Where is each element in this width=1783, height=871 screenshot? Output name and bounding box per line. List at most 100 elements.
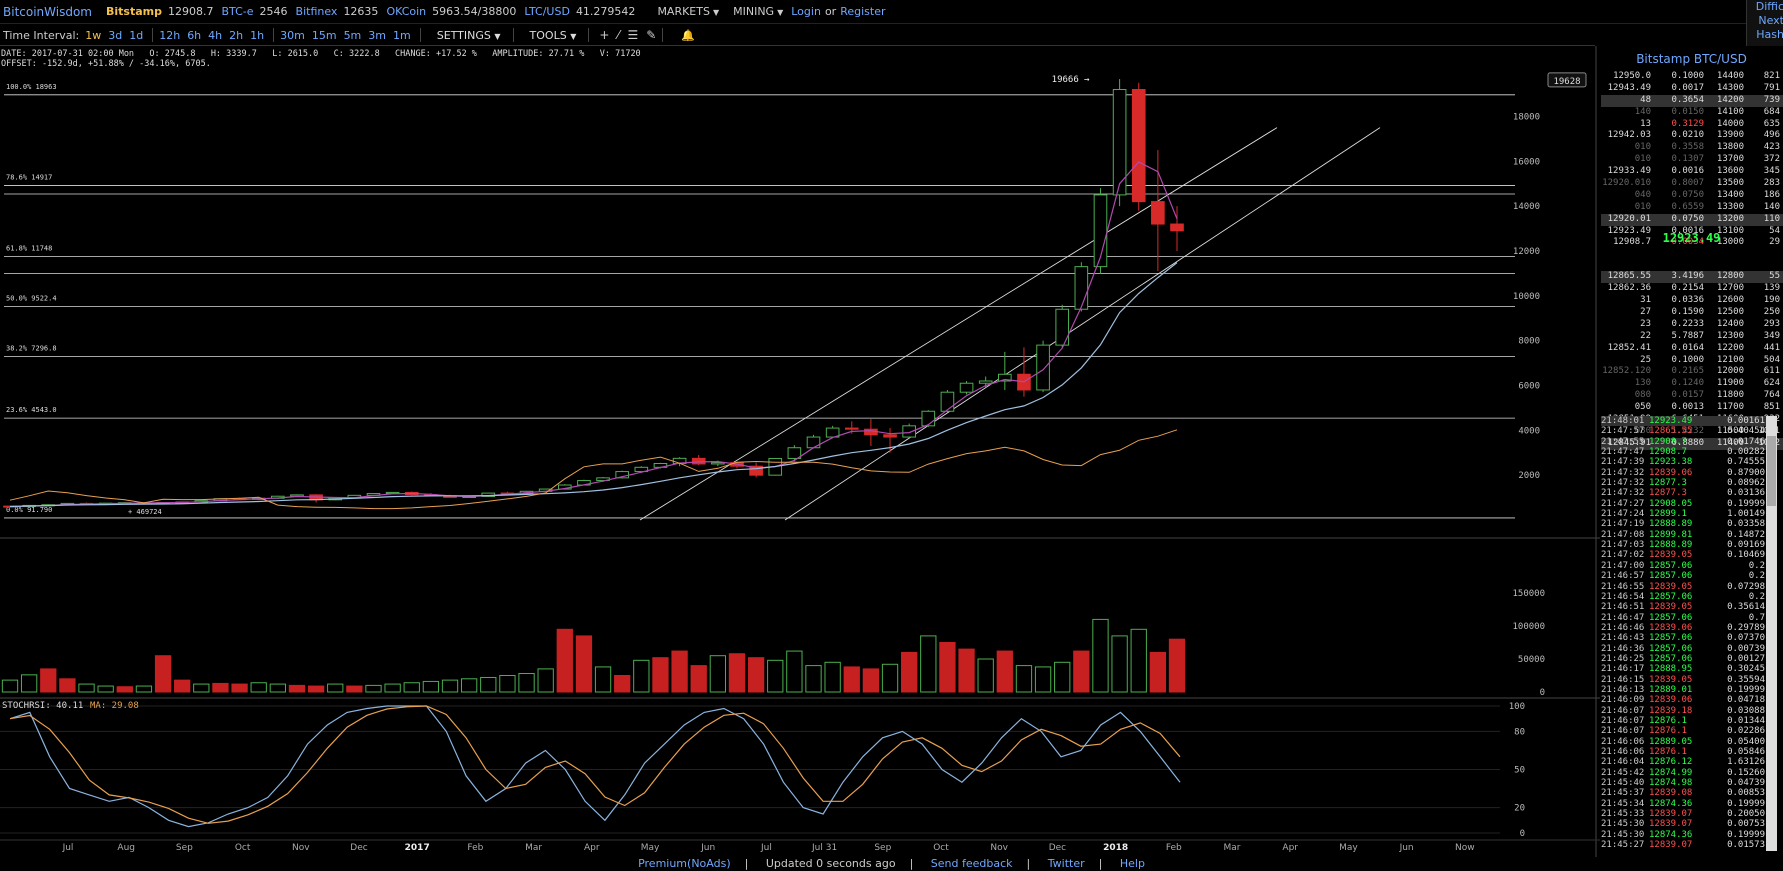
interval-3m[interactable]: 3m [368, 28, 386, 42]
market-exchange-name[interactable]: OKCoin [386, 5, 427, 18]
market-exchange-name[interactable]: BTC-e [221, 5, 254, 18]
mining-menu[interactable]: MINING ▼ [733, 5, 784, 18]
candle-body [1170, 223, 1184, 232]
trade-time: 21:45:27 [1601, 840, 1645, 851]
trade-amount: 0.40454 [1727, 426, 1765, 437]
market-ticker[interactable]: Bitstamp 12908.7 [106, 5, 213, 18]
trade-row: 21:47:00 12857.06 0.2 [1601, 561, 1769, 571]
register-link[interactable]: Register [840, 5, 886, 18]
recent-trades-list[interactable]: 21:48:01 12923.49 0.00161 21:47:57 12865.55 0… [1601, 416, 1769, 850]
orderbook-amount: 0.8007 [1671, 178, 1704, 189]
trade-amount: 0.20050 [1727, 809, 1765, 820]
orderbook-count: 345 [1763, 166, 1780, 177]
trades-scrollbar[interactable] [1766, 416, 1777, 851]
twitter-link[interactable]: Twitter [1047, 857, 1085, 870]
trade-price: 12857.06 [1649, 560, 1693, 571]
settings-menu[interactable]: SETTINGS ▼ [436, 28, 501, 42]
brush-icon[interactable]: ✎ [646, 28, 657, 42]
trade-row: 21:47:02 12839.05 0.10469 [1601, 550, 1769, 560]
interval-15m[interactable]: 15m [311, 28, 337, 42]
time-axis-label: Mar [525, 843, 542, 853]
price-axis-label: 14000 [1513, 202, 1540, 212]
interval-12h[interactable]: 12h [159, 28, 181, 42]
market-price: 5963.54/38800 [432, 5, 517, 18]
scrollbar-thumb[interactable] [1767, 436, 1776, 506]
interval-6h[interactable]: 6h [187, 28, 202, 42]
trade-row: 21:47:19 12888.89 0.03358 [1601, 519, 1769, 529]
interval-3d[interactable]: 3d [108, 28, 123, 42]
trade-row: 21:46:55 12839.05 0.07298 [1601, 582, 1769, 592]
orderbook-ask-row: 12920.010 0.8007 13500 283 [1601, 178, 1783, 190]
fib-level-label: 0.0% 91.790 [6, 506, 52, 514]
orderbook-amount: 0.0016 [1671, 166, 1704, 177]
orderbook-amount: 0.8880 [1671, 437, 1704, 448]
help-link[interactable]: Help [1119, 857, 1145, 870]
price-chart[interactable]: 1800016000140001200010000800060004000200… [0, 46, 1600, 857]
orderbook-mid-price: 12923.49 [1662, 231, 1721, 245]
price-axis-label: 6000 [1518, 381, 1540, 391]
trade-amount: 0.2 [1748, 571, 1765, 582]
price-axis-label: 18000 [1513, 112, 1540, 122]
market-ticker-list: Bitstamp 12908.7 BTC-e 2546 Bitfinex 12635 OKC… [106, 5, 643, 18]
orderbook-amount: 0.0150 [1671, 106, 1704, 117]
candle-body [940, 391, 955, 412]
trade-price: 12899.81 [1649, 529, 1693, 540]
trade-amount: 0.04718 [1727, 695, 1765, 706]
trade-time: 21:45:37 [1601, 788, 1645, 799]
stochrsi-label: STOCHRSI: 40.11 [2, 701, 83, 711]
trade-row: 21:46:09 12839.06 0.04718 [1601, 695, 1769, 705]
market-exchange-name[interactable]: LTC/USD [524, 5, 570, 18]
market-exchange-name[interactable]: Bitstamp [106, 5, 162, 18]
trade-row: 21:47:57 12865.55 0.40454 [1601, 426, 1769, 436]
trade-amount: 0.07298 [1727, 581, 1765, 592]
market-ticker[interactable]: OKCoin 5963.54/38800 [386, 5, 516, 18]
interval-1m[interactable]: 1m [393, 28, 411, 42]
interval-30m[interactable]: 30m [280, 28, 305, 42]
feedback-link[interactable]: Send feedback [930, 857, 1013, 870]
orderbook-ask-row: 12923.49 0.0016 13100 54 [1601, 226, 1783, 238]
market-ticker[interactable]: BTC-e 2546 [221, 5, 287, 18]
trade-amount: 0.00127 [1727, 653, 1765, 664]
orderbook-ask-row: 12942.03 0.0210 13900 496 [1601, 130, 1783, 142]
candle-body [902, 425, 916, 438]
interval-1w[interactable]: 1w [85, 28, 102, 42]
stochrsi-ma-line [9, 705, 1181, 824]
market-ticker[interactable]: Bitfinex 12635 [296, 5, 379, 18]
trade-price: 12857.06 [1649, 643, 1693, 654]
orderbook-count: 55 [1769, 271, 1780, 282]
trade-row: 21:47:32 12877.3 0.08962 [1601, 478, 1769, 488]
orderbook-spacer [1601, 249, 1783, 271]
trade-row: 21:45:40 12874.98 0.04739 [1601, 778, 1769, 788]
interval-4h[interactable]: 4h [208, 28, 223, 42]
candle-body [883, 434, 897, 438]
trade-time: 21:46:06 [1601, 736, 1645, 747]
market-exchange-name[interactable]: Bitfinex [295, 5, 338, 18]
interval-2h[interactable]: 2h [229, 28, 244, 42]
orderbook-title[interactable]: Bitstamp BTC/USD [1636, 52, 1747, 66]
difficulty-panel[interactable]: Diffic Next Hash [1746, 0, 1783, 46]
candle-body [959, 382, 974, 393]
crosshair-icon[interactable]: + [599, 28, 610, 42]
stoch-axis-label: 100 [1509, 702, 1525, 712]
orderbook-count: 496 [1763, 130, 1780, 141]
lines-icon[interactable]: ☰ [627, 28, 639, 42]
time-axis-label: Jul [760, 843, 772, 853]
trade-time: 21:46:47 [1601, 612, 1645, 623]
market-ticker[interactable]: LTC/USD 41.279542 [524, 5, 635, 18]
volume-bar [40, 668, 57, 693]
fib-level-label: 78.6% 14917 [6, 174, 52, 182]
tools-menu[interactable]: TOOLS ▼ [529, 28, 577, 42]
markets-menu[interactable]: MARKETS ▼ [657, 5, 720, 18]
trade-amount: 1.63126 [1727, 757, 1765, 768]
orderbook-level: 11800 [1716, 390, 1744, 401]
premium-link[interactable]: Premium(NoAds) [638, 857, 731, 870]
login-link[interactable]: Login [791, 5, 821, 18]
bell-icon[interactable]: 🔔 [681, 28, 695, 42]
interval-1d[interactable]: 1d [129, 28, 144, 42]
trendline-icon[interactable]: ⁄ [617, 28, 620, 42]
interval-1h[interactable]: 1h [250, 28, 265, 42]
trade-amount: 0.01573 [1727, 840, 1765, 851]
trade-price: 12889.01 [1649, 684, 1693, 695]
interval-5m[interactable]: 5m [343, 28, 362, 42]
brand-logo[interactable]: BitcoinWisdom [3, 4, 92, 19]
